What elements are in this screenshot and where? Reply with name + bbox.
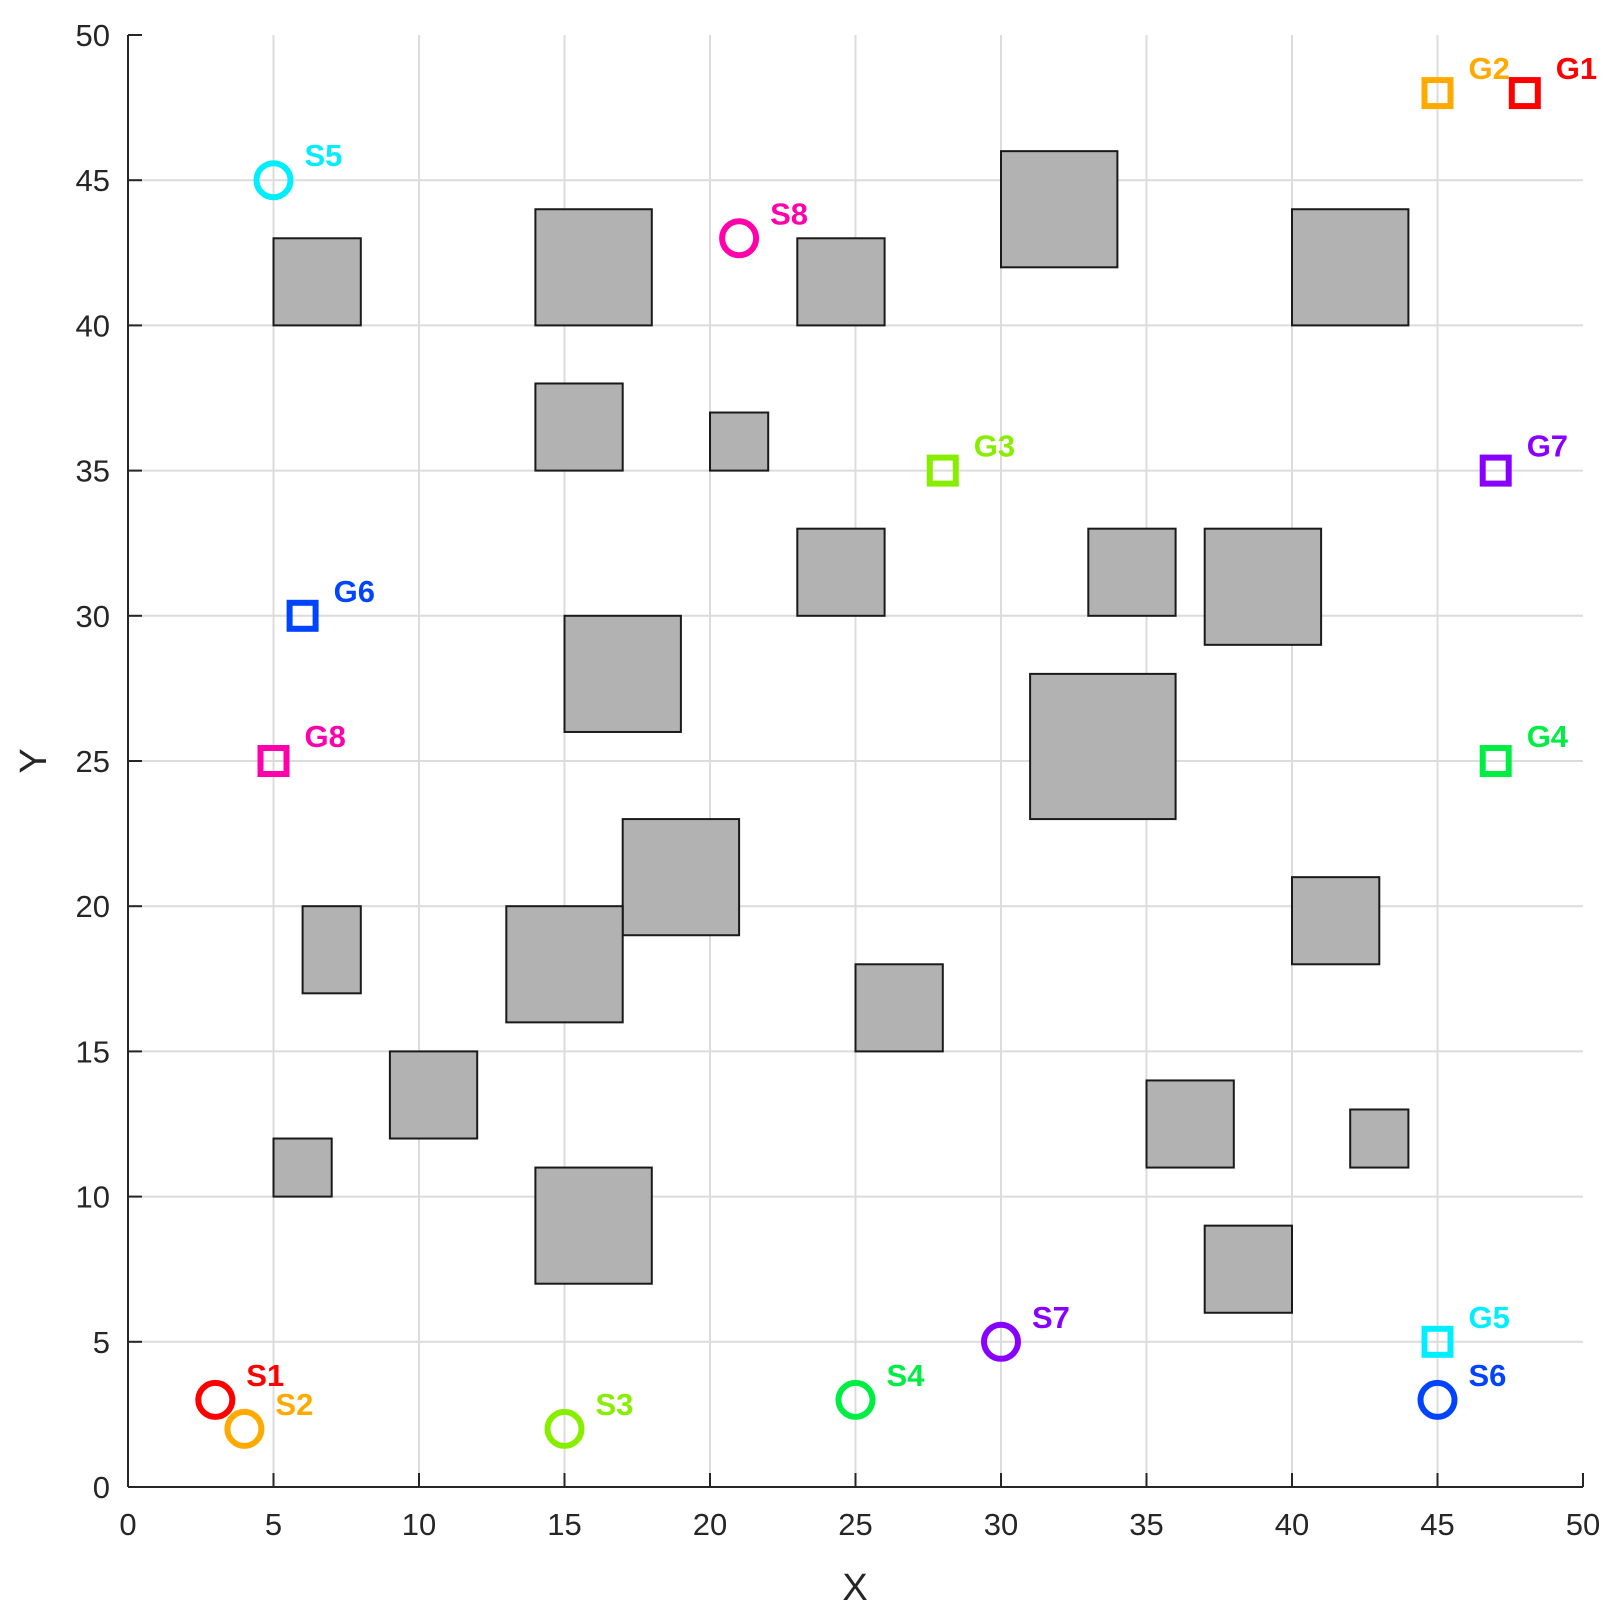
point-label-g1: G1: [1556, 51, 1597, 86]
goal-marker-g3: [926, 454, 959, 487]
obstacle-rect: [301, 905, 362, 995]
start-marker-s1: [195, 1379, 236, 1420]
y-tick-label: 40: [76, 308, 110, 343]
obstacle-rect: [272, 237, 362, 327]
start-marker-s7: [981, 1321, 1021, 1362]
x-tick-label: 20: [693, 1507, 727, 1542]
markers: [195, 77, 1541, 1449]
goal-marker-g2: [1421, 77, 1454, 110]
goal-marker-g5: [1421, 1325, 1454, 1358]
y-tick-label: 45: [76, 163, 110, 198]
x-tick-label: 25: [838, 1507, 872, 1542]
goal-marker-g1: [1508, 77, 1541, 110]
point-label-s5: S5: [305, 138, 343, 173]
obstacle-rect: [1087, 527, 1177, 617]
obstacle-rect: [388, 1050, 479, 1140]
obstacle-rect: [1029, 672, 1177, 821]
obstacle-rect: [563, 614, 682, 733]
point-label-g5: G5: [1469, 1300, 1510, 1335]
point-label-g2: G2: [1469, 51, 1510, 86]
start-marker-s3: [544, 1408, 585, 1449]
obstacle-rect: [1291, 208, 1410, 327]
obstacle-rect: [709, 411, 770, 472]
y-tick-label: 5: [93, 1325, 110, 1360]
obstacle-rect: [796, 237, 886, 327]
goal-marker-g4: [1479, 745, 1512, 777]
start-marker-s4: [835, 1379, 876, 1420]
obstacle-rect: [621, 818, 741, 937]
y-tick-label: 20: [76, 889, 110, 924]
point-label-g7: G7: [1527, 429, 1568, 464]
start-marker-s5: [253, 160, 294, 201]
start-marker-s6: [1417, 1379, 1458, 1420]
tick-labels: 0 5 10 15 20 25 30 35 40 45 50 0 5 10 15 20 25 30 35 40 45 50: [76, 18, 1601, 1542]
obstacle-rect: [796, 527, 886, 617]
obstacle-rect: [1203, 527, 1323, 646]
goal-marker-g7: [1479, 454, 1512, 487]
point-label-s2: S2: [275, 1387, 313, 1422]
x-tick-label: 35: [1129, 1507, 1163, 1542]
obstacle-rect: [534, 208, 653, 327]
point-label-s4: S4: [887, 1358, 926, 1393]
y-tick-label: 50: [76, 18, 110, 53]
x-tick-label: 10: [402, 1507, 436, 1542]
point-label-s6: S6: [1469, 1358, 1507, 1393]
point-label-g4: G4: [1527, 719, 1569, 754]
obstacle-rect: [534, 1166, 653, 1285]
obstacle-rect: [1203, 1224, 1293, 1314]
x-tick-label: 45: [1420, 1507, 1454, 1542]
y-tick-label: 35: [76, 454, 110, 489]
obstacle-rect: [272, 1137, 333, 1198]
y-tick-label: 30: [76, 599, 110, 634]
point-label-g3: G3: [974, 429, 1015, 464]
point-label-s8: S8: [770, 196, 808, 231]
x-tick-label: 0: [119, 1507, 136, 1542]
axes-frame: [127, 34, 1584, 1488]
start-marker-s2: [224, 1408, 265, 1449]
y-tick-label: 10: [76, 1180, 110, 1215]
start-marker-s8: [719, 218, 760, 259]
y-tick-label: 0: [93, 1470, 110, 1505]
goal-marker-g8: [257, 745, 290, 777]
x-axis-label: X: [842, 1567, 867, 1609]
obstacles: [272, 150, 1410, 1314]
x-tick-label: 30: [984, 1507, 1018, 1542]
obstacle-rect: [1000, 150, 1119, 269]
y-axis-label: Y: [13, 748, 55, 773]
obstacle-rect: [505, 905, 624, 1024]
point-label-g6: G6: [334, 574, 375, 609]
point-label-s1: S1: [246, 1358, 284, 1393]
point-label-g8: G8: [305, 719, 346, 754]
x-tick-label: 5: [265, 1507, 282, 1542]
x-tick-label: 50: [1566, 1507, 1600, 1542]
x-tick-label: 40: [1275, 1507, 1309, 1542]
y-tick-label: 15: [76, 1034, 110, 1069]
point-label-s7: S7: [1032, 1300, 1070, 1335]
x-tick-label: 15: [547, 1507, 581, 1542]
obstacle-rect: [1349, 1108, 1410, 1169]
goal-marker-g6: [286, 599, 319, 632]
obstacle-rect: [534, 382, 624, 472]
obstacle-rect: [1291, 876, 1381, 966]
obstacle-rect: [1145, 1079, 1235, 1169]
y-tick-label: 25: [76, 744, 110, 779]
obstacle-rect: [854, 963, 944, 1053]
point-label-s3: S3: [596, 1387, 634, 1422]
